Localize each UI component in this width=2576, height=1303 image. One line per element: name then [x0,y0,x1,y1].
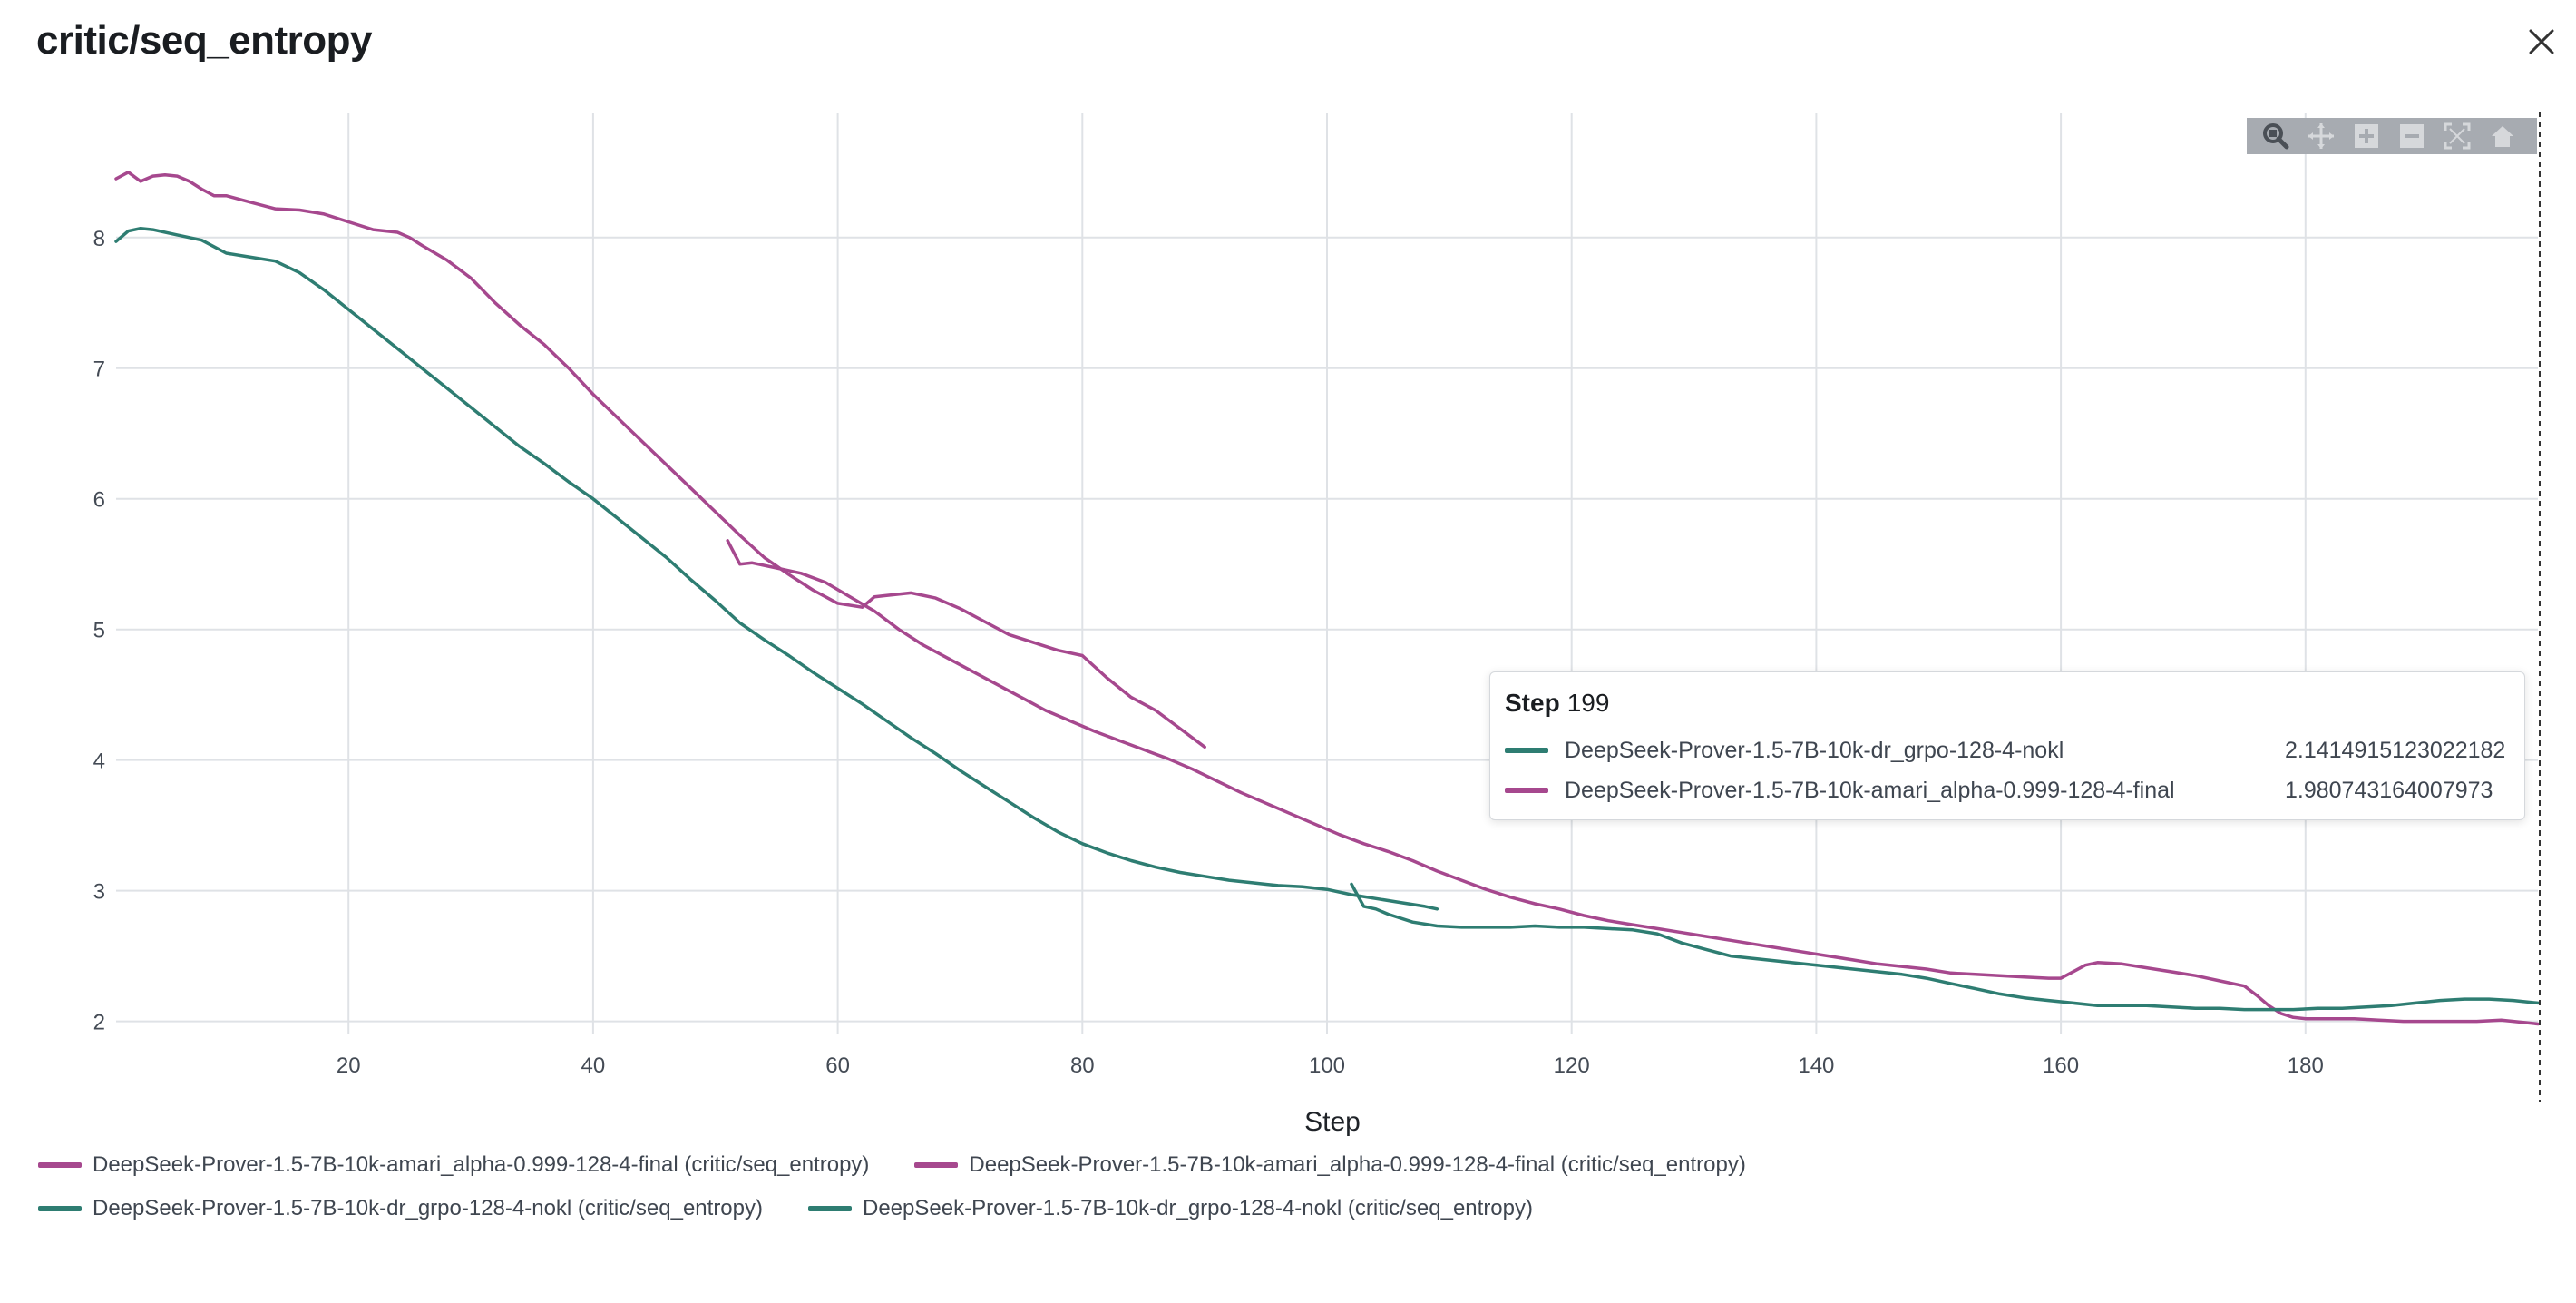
page-title: critic/seq_entropy [36,18,373,63]
reset-axes-icon[interactable] [2488,122,2517,151]
tooltip-swatch-magenta [1505,788,1548,793]
legend-item[interactable]: DeepSeek-Prover-1.5-7B-10k-dr_grpo-128-4… [38,1196,763,1221]
x-tick-label: 80 [1070,1053,1095,1078]
zoom-icon[interactable] [2261,122,2290,151]
axes: 20 40 60 80 100 120 140 160 180 2 3 4 5 6 7 8 Step [93,227,2324,1137]
tooltip-header: Step 199 [1505,689,2510,718]
x-tick-label: 60 [825,1053,850,1078]
zoom-in-icon[interactable] [2352,122,2381,151]
legend-label: DeepSeek-Prover-1.5-7B-10k-dr_grpo-128-4… [93,1196,763,1220]
tooltip-series-name: DeepSeek-Prover-1.5-7B-10k-dr_grpo-128-4… [1565,737,2064,763]
legend-label: DeepSeek-Prover-1.5-7B-10k-amari_alpha-0… [969,1152,1746,1177]
legend-swatch [914,1162,959,1168]
y-tick-label: 4 [93,749,105,774]
tooltip-row: DeepSeek-Prover-1.5-7B-10k-amari_alpha-0… [1505,770,2510,810]
y-tick-label: 5 [93,619,105,643]
tooltip-step-value: 199 [1566,689,1610,717]
modebar [2247,118,2537,154]
tooltip-row: DeepSeek-Prover-1.5-7B-10k-dr_grpo-128-4… [1505,730,2510,770]
x-tick-label: 20 [337,1053,361,1078]
legend-item[interactable]: DeepSeek-Prover-1.5-7B-10k-dr_grpo-128-4… [808,1196,1533,1221]
legend-row: DeepSeek-Prover-1.5-7B-10k-dr_grpo-128-4… [38,1187,2487,1230]
tooltip-swatch-teal [1505,748,1548,753]
x-tick-label: 40 [581,1053,606,1078]
y-tick-label: 7 [93,358,105,382]
close-button[interactable] [2523,24,2560,60]
zoom-out-icon[interactable] [2397,122,2426,151]
legend-item[interactable]: DeepSeek-Prover-1.5-7B-10k-amari_alpha-0… [914,1152,1746,1178]
x-tick-label: 120 [1554,1053,1590,1078]
series-line-2[interactable] [114,226,1439,911]
x-tick-label: 100 [1309,1053,1345,1078]
legend: DeepSeek-Prover-1.5-7B-10k-amari_alpha-0… [38,1143,2487,1230]
legend-label: DeepSeek-Prover-1.5-7B-10k-dr_grpo-128-4… [863,1196,1533,1220]
series-line-3[interactable] [1350,882,2540,1012]
legend-item[interactable]: DeepSeek-Prover-1.5-7B-10k-amari_alpha-0… [38,1152,869,1178]
legend-label: DeepSeek-Prover-1.5-7B-10k-amari_alpha-0… [93,1152,870,1177]
series-line-0[interactable] [114,171,1206,749]
grid [116,113,2538,1034]
legend-swatch [38,1206,82,1211]
legend-swatch [808,1206,852,1211]
series-line-1[interactable] [726,539,2540,1026]
series-group [114,171,2540,1026]
y-tick-label: 6 [93,488,105,513]
y-tick-label: 3 [93,880,105,905]
tooltip-series-value: 1.980743164007973 [2285,777,2493,803]
legend-swatch [38,1162,82,1168]
y-tick-label: 8 [93,227,105,251]
legend-row: DeepSeek-Prover-1.5-7B-10k-amari_alpha-0… [38,1143,2487,1187]
x-axis-title: Step [1304,1107,1361,1137]
x-tick-label: 180 [2288,1053,2324,1078]
tooltip-step-label: Step [1505,689,1560,717]
hover-tooltip: Step 199 DeepSeek-Prover-1.5-7B-10k-dr_gr… [1489,671,2525,820]
tooltip-series-value: 2.1414915123022182 [2285,737,2506,763]
tooltip-series-name: DeepSeek-Prover-1.5-7B-10k-amari_alpha-0… [1565,777,2175,803]
autoscale-icon[interactable] [2443,122,2472,151]
close-icon [2529,29,2554,54]
x-tick-label: 160 [2043,1053,2079,1078]
pan-icon[interactable] [2307,122,2336,151]
y-tick-label: 2 [93,1011,105,1035]
x-tick-label: 140 [1798,1053,1834,1078]
